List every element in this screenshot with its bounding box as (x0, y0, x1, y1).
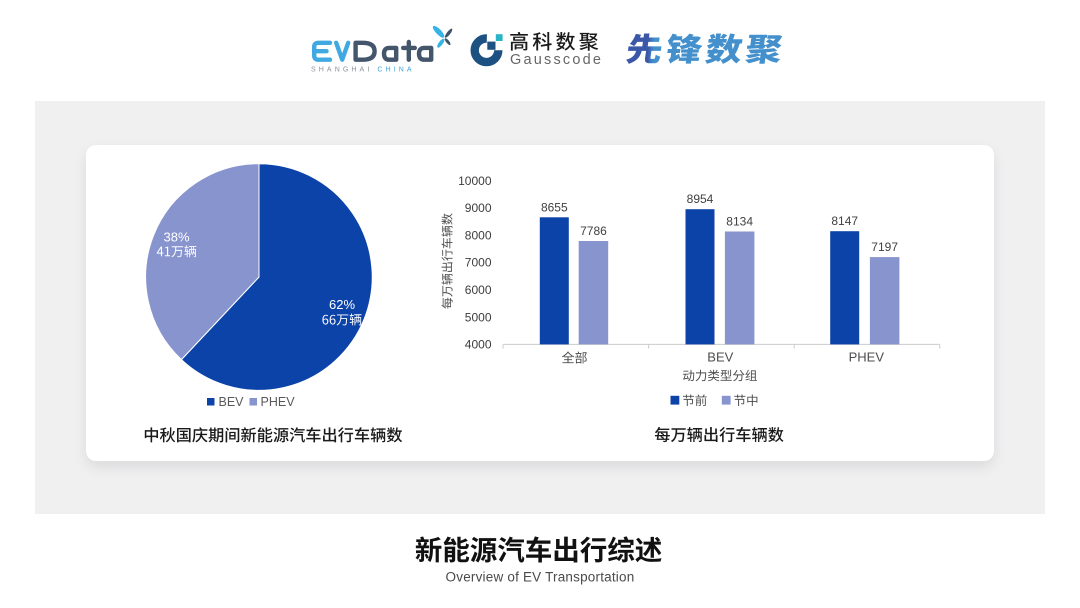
svg-text:SHANGHAI CHINA: SHANGHAI CHINA (311, 66, 415, 73)
svg-text:62%: 62% (329, 297, 355, 312)
svg-text:Overview of EV Transportation: Overview of EV Transportation (446, 570, 635, 585)
svg-text:10000: 10000 (458, 174, 492, 188)
svg-text:8655: 8655 (541, 200, 568, 214)
svg-text:7786: 7786 (580, 224, 607, 238)
svg-text:PHEV: PHEV (261, 395, 296, 409)
svg-text:7197: 7197 (871, 240, 898, 254)
svg-text:Gausscode: Gausscode (510, 52, 603, 68)
svg-text:8000: 8000 (465, 228, 492, 242)
svg-text:8147: 8147 (831, 214, 858, 228)
svg-text:BEV: BEV (707, 350, 733, 365)
svg-text:5000: 5000 (465, 310, 492, 324)
svg-text:8954: 8954 (687, 192, 714, 206)
svg-text:PHEV: PHEV (849, 350, 885, 365)
svg-text:6000: 6000 (465, 283, 492, 297)
svg-text:4000: 4000 (465, 338, 492, 352)
svg-text:BEV: BEV (219, 395, 245, 409)
svg-text:9000: 9000 (465, 201, 492, 215)
svg-text:38%: 38% (163, 230, 189, 245)
svg-text:8134: 8134 (726, 215, 753, 229)
svg-text:7000: 7000 (465, 256, 492, 270)
